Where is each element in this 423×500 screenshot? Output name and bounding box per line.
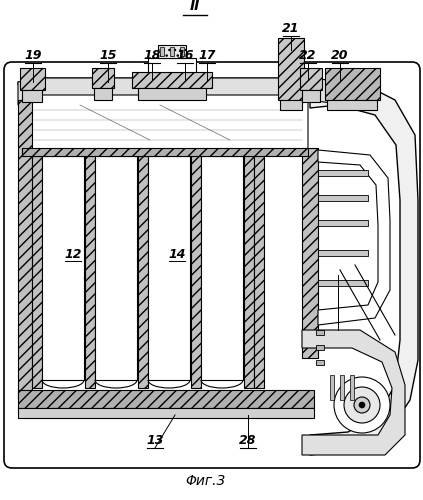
Text: 28: 28	[239, 434, 257, 447]
Text: 16: 16	[176, 49, 194, 62]
Bar	[138, 88, 206, 100]
Bar	[302, 90, 320, 102]
Bar	[318, 280, 368, 286]
Text: II: II	[190, 0, 200, 13]
Bar	[316, 330, 324, 335]
Bar	[32, 156, 42, 388]
Bar	[170, 47, 174, 56]
Bar	[316, 360, 324, 365]
Bar	[22, 148, 308, 156]
Circle shape	[334, 377, 390, 433]
Bar	[180, 47, 184, 56]
Circle shape	[354, 397, 370, 413]
Bar	[18, 100, 32, 400]
Bar	[300, 68, 322, 90]
Polygon shape	[302, 330, 405, 455]
Bar	[18, 390, 314, 408]
Circle shape	[344, 387, 380, 423]
Bar	[325, 68, 380, 100]
Bar	[92, 68, 114, 88]
Bar	[280, 100, 302, 110]
Text: 19: 19	[24, 49, 42, 62]
Polygon shape	[18, 78, 345, 85]
Bar	[201, 156, 243, 380]
Circle shape	[359, 402, 365, 408]
Text: Φиг.3: Φиг.3	[185, 474, 225, 488]
Bar	[302, 148, 318, 358]
Text: 22: 22	[299, 49, 317, 62]
Bar	[160, 47, 164, 56]
Polygon shape	[18, 78, 345, 105]
Bar	[318, 220, 368, 226]
Bar	[191, 156, 201, 388]
Text: 13: 13	[146, 434, 164, 447]
Polygon shape	[22, 95, 308, 150]
Bar	[244, 156, 254, 388]
Text: 15: 15	[99, 49, 117, 62]
Bar	[318, 250, 368, 256]
Bar	[318, 195, 368, 201]
Text: 17: 17	[198, 49, 216, 62]
Bar	[158, 45, 186, 58]
Bar	[254, 156, 264, 388]
Bar	[148, 58, 196, 72]
Bar	[318, 170, 368, 176]
Bar	[20, 68, 45, 90]
Bar	[148, 156, 190, 380]
Bar	[95, 156, 137, 380]
Bar	[340, 375, 344, 400]
Bar	[330, 375, 334, 400]
Bar	[94, 88, 112, 100]
Bar	[327, 100, 377, 110]
Bar	[42, 156, 84, 380]
Text: 21: 21	[282, 22, 300, 35]
Bar	[85, 156, 95, 388]
Bar	[132, 72, 212, 88]
FancyBboxPatch shape	[4, 62, 420, 468]
Polygon shape	[318, 150, 390, 325]
Bar	[278, 38, 304, 100]
Bar	[316, 345, 324, 350]
Text: 20: 20	[331, 49, 349, 62]
Text: 14: 14	[168, 248, 186, 262]
Bar	[18, 408, 314, 418]
Bar	[22, 90, 42, 102]
Bar	[350, 375, 354, 400]
Polygon shape	[310, 82, 418, 455]
Text: 12: 12	[64, 248, 82, 262]
Bar	[138, 156, 148, 388]
Text: 18: 18	[143, 49, 161, 62]
